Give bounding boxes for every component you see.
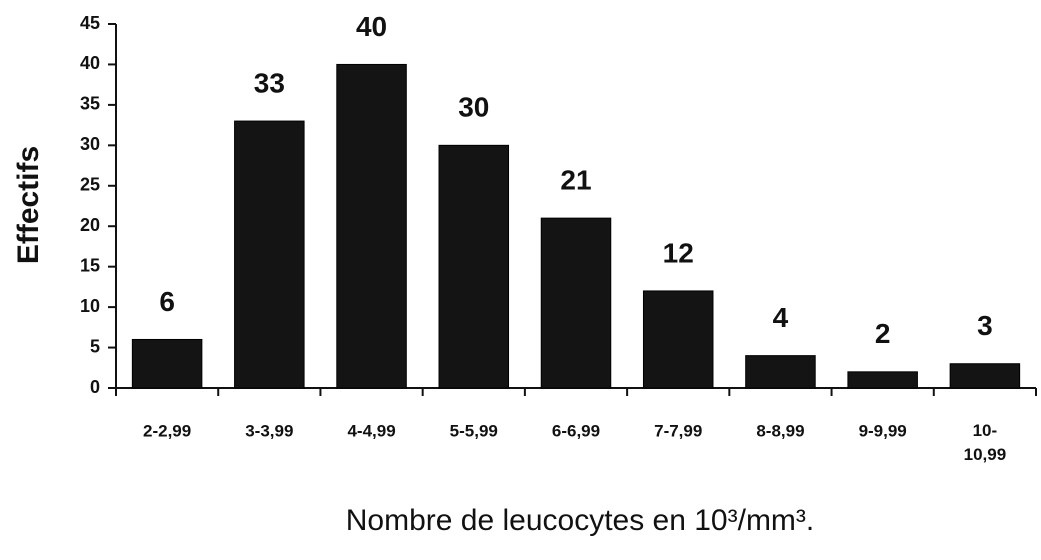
x-tick-label: 8-8,99 xyxy=(756,421,804,440)
x-tick-label: 6-6,99 xyxy=(552,421,600,440)
value-label: 40 xyxy=(356,11,387,42)
value-label: 6 xyxy=(159,286,175,317)
value-label: 30 xyxy=(458,92,489,123)
bar xyxy=(234,120,305,389)
x-tick-label: 4-4,99 xyxy=(347,421,395,440)
y-tick-label: 20 xyxy=(80,215,100,235)
y-axis-title: Effectifs xyxy=(12,146,45,264)
value-label: 21 xyxy=(560,165,591,196)
x-tick-label: 3-3,99 xyxy=(245,421,293,440)
value-label: 12 xyxy=(663,237,694,268)
x-tick-label: 10-10,99 xyxy=(964,421,1007,464)
bar xyxy=(745,355,816,389)
x-tick-label: 9-9,99 xyxy=(859,421,907,440)
value-label: 2 xyxy=(875,318,891,349)
bar xyxy=(949,363,1021,389)
bar xyxy=(438,144,510,389)
bar xyxy=(131,338,203,389)
y-tick-label: 30 xyxy=(80,134,100,154)
y-tick-label: 0 xyxy=(90,377,100,397)
bar xyxy=(642,290,714,389)
bar xyxy=(336,63,407,389)
bar xyxy=(540,217,612,389)
y-tick-label: 45 xyxy=(80,13,100,33)
y-tick-label: 25 xyxy=(80,175,100,195)
value-label: 33 xyxy=(254,67,285,98)
y-tick-label: 5 xyxy=(90,336,100,356)
bar xyxy=(847,371,918,389)
y-tick-label: 35 xyxy=(80,94,100,114)
x-axis-title: Nombre de leucocytes en 10³/mm³. xyxy=(346,504,815,537)
x-tick-label: 7-7,99 xyxy=(654,421,702,440)
value-label: 4 xyxy=(773,302,789,333)
y-tick-label: 15 xyxy=(80,255,100,275)
x-tick-label: 5-5,99 xyxy=(450,421,498,440)
x-tick-label: 2-2,99 xyxy=(143,421,191,440)
y-tick-label: 10 xyxy=(80,296,100,316)
y-tick-label: 40 xyxy=(80,53,100,73)
value-label: 3 xyxy=(977,310,993,341)
